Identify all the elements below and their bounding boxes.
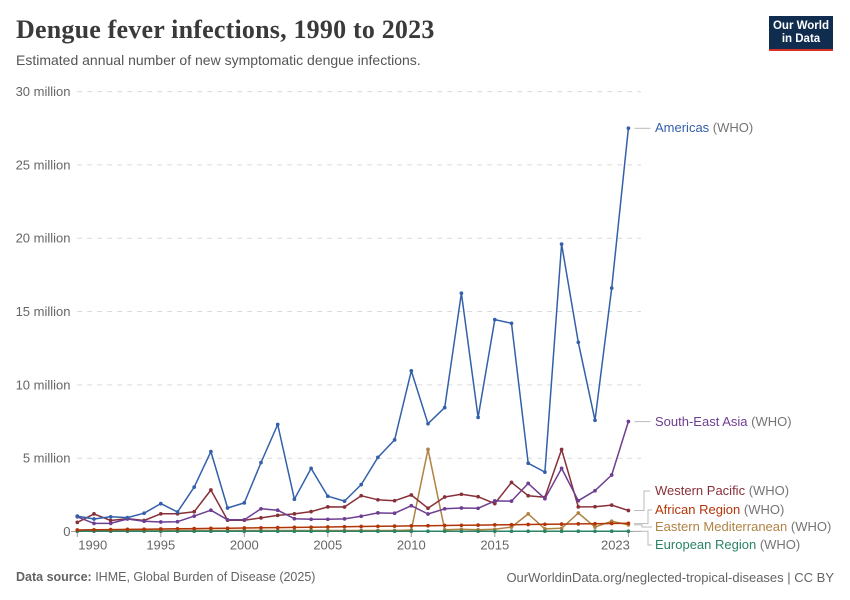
svg-text:5 million: 5 million	[23, 451, 71, 466]
svg-text:Western Pacific (WHO): Western Pacific (WHO)	[655, 483, 789, 498]
svg-text:Americas (WHO): Americas (WHO)	[655, 120, 753, 135]
svg-text:20 million: 20 million	[16, 231, 71, 246]
svg-text:2010: 2010	[397, 538, 426, 553]
svg-text:2000: 2000	[230, 538, 259, 553]
svg-text:15 million: 15 million	[16, 304, 71, 319]
svg-text:2005: 2005	[313, 538, 342, 553]
svg-text:25 million: 25 million	[16, 157, 71, 172]
svg-text:10 million: 10 million	[16, 377, 71, 392]
svg-text:Eastern Mediterranean (WHO): Eastern Mediterranean (WHO)	[655, 519, 831, 534]
svg-text:0: 0	[63, 524, 70, 539]
svg-text:1995: 1995	[146, 538, 175, 553]
svg-text:South-East Asia (WHO): South-East Asia (WHO)	[655, 414, 792, 429]
svg-text:African Region (WHO): African Region (WHO)	[655, 502, 784, 517]
svg-text:2015: 2015	[480, 538, 509, 553]
svg-text:European Region (WHO): European Region (WHO)	[655, 537, 800, 552]
svg-text:1990: 1990	[78, 538, 107, 553]
svg-text:30 million: 30 million	[16, 84, 71, 99]
svg-text:2023: 2023	[601, 538, 630, 553]
